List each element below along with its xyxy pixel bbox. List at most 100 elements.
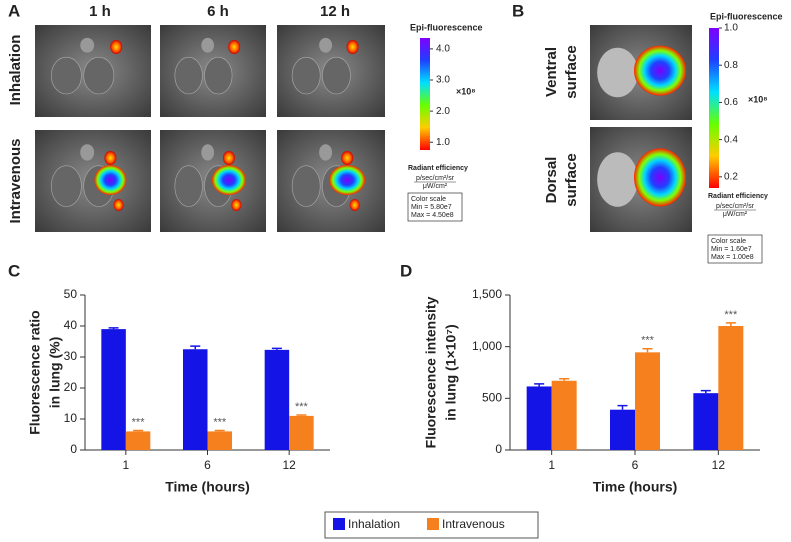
- unit-denominator: μW/cm²: [723, 211, 748, 218]
- color-scale-box: [707, 234, 763, 264]
- organ-silhouette: [201, 144, 215, 161]
- legend-label: Intravenous: [442, 517, 505, 531]
- fluorescence-signal: [94, 165, 127, 195]
- y-tick-label: 50: [64, 287, 78, 301]
- organ-silhouette: [50, 165, 82, 207]
- significance-mark: ***: [724, 309, 738, 321]
- unit-denominator: μW/cm²: [423, 183, 448, 190]
- bar: [693, 393, 719, 450]
- colorbar-tick-label: 0.2: [724, 171, 738, 182]
- color-scale-min: Min = 5.80e7: [411, 204, 452, 211]
- unit-title: Radiant efficiency: [408, 165, 468, 172]
- organ-silhouette: [201, 37, 215, 53]
- color-scale-min: Min = 1.60e7: [711, 246, 752, 253]
- row-label: Inhalation: [7, 35, 24, 106]
- row-label: Intravenous: [7, 138, 24, 223]
- bar: [289, 415, 314, 450]
- colorbar-tick-label: 0.8: [724, 60, 738, 71]
- significance-mark: ***: [132, 416, 146, 428]
- x-tick-label: 6: [204, 458, 211, 472]
- y-tick-label: 10: [64, 411, 78, 425]
- colorbar-tick-label: 2.0: [436, 106, 450, 117]
- organ-silhouette: [80, 144, 95, 161]
- y-tick-label: 500: [482, 391, 502, 405]
- organ-silhouette: [597, 47, 638, 98]
- organ-silhouette: [204, 56, 233, 95]
- row-label: surface: [563, 45, 580, 98]
- error-bar: [296, 414, 307, 416]
- colorbar: [709, 28, 719, 188]
- error-bar: [642, 347, 653, 353]
- error-bar: [559, 377, 570, 381]
- y-tick-label: 0: [495, 442, 502, 456]
- panel-letter: D: [400, 261, 412, 280]
- bar: [264, 349, 290, 450]
- unit-numerator: p/sec/cm²/sr: [716, 203, 755, 210]
- y-axis-title: Fluorescence ratio: [27, 310, 43, 435]
- fluorescence-signal: [329, 165, 366, 195]
- x-tick-label: 12: [712, 458, 726, 472]
- bar: [125, 431, 151, 450]
- y-axis-title: in lung (1×10⁷): [443, 324, 459, 420]
- legend-swatch: [427, 518, 439, 530]
- error-bar: [133, 429, 144, 432]
- bar: [526, 386, 552, 450]
- fluorescence-signal: [228, 40, 241, 54]
- column-header: 1 h: [89, 3, 111, 20]
- x-axis-title: Time (hours): [165, 479, 250, 495]
- y-tick-label: 40: [64, 318, 78, 332]
- organ-silhouette: [319, 144, 333, 161]
- bar: [551, 380, 577, 450]
- row-label: Ventral: [543, 47, 560, 97]
- x-tick-label: 12: [282, 458, 296, 472]
- y-axis-title: Fluorescence intensity: [423, 296, 439, 448]
- column-header: 12 h: [320, 3, 350, 20]
- error-bar: [108, 327, 119, 330]
- fluorescence-signal: [113, 199, 124, 211]
- fluorescence-signal: [222, 151, 235, 165]
- colorbar-tick-label: 1.0: [436, 137, 450, 148]
- colorbar-title: Epi-fluorescence: [710, 11, 783, 21]
- organ-silhouette: [597, 152, 638, 207]
- color-scale-box: [407, 192, 463, 222]
- x-axis-title: Time (hours): [593, 479, 678, 495]
- y-tick-label: 20: [64, 380, 78, 394]
- bar: [610, 409, 635, 450]
- y-tick-label: 0: [70, 442, 77, 456]
- error-bar: [725, 322, 736, 326]
- organ-silhouette: [291, 165, 321, 207]
- fluorescence-signal: [231, 199, 242, 211]
- panel-letter: C: [8, 261, 20, 280]
- organ-silhouette: [174, 165, 203, 207]
- x-tick-label: 6: [632, 458, 639, 472]
- organ-silhouette: [50, 56, 82, 95]
- row-label: surface: [563, 153, 580, 206]
- organ-silhouette: [80, 37, 95, 53]
- legend-label: Inhalation: [348, 517, 400, 531]
- organ-silhouette: [83, 56, 115, 95]
- fluorescence-signal: [634, 148, 686, 207]
- bar: [635, 352, 660, 450]
- colorbar-tick-label: 0.6: [724, 97, 738, 108]
- fluorescence-signal: [341, 151, 354, 165]
- panel-letter: B: [512, 1, 524, 20]
- column-header: 6 h: [207, 3, 229, 20]
- color-scale-max: Max = 4.50e8: [411, 212, 454, 219]
- colorbar-tick-label: 1.0: [724, 23, 738, 34]
- colorbar-multiplier: ×10⁸: [748, 94, 768, 104]
- fluorescence-signal: [349, 199, 360, 211]
- x-tick-label: 1: [548, 458, 555, 472]
- fluorescence-signal: [634, 45, 686, 96]
- error-bar: [271, 347, 282, 350]
- y-tick-label: 1,000: [472, 339, 502, 353]
- panel-letter: A: [8, 1, 20, 20]
- color-scale-max: Max = 1.00e8: [711, 254, 754, 261]
- unit-numerator: p/sec/cm²/sr: [416, 175, 455, 182]
- row-label: Dorsal: [543, 157, 560, 204]
- unit-title: Radiant efficiency: [708, 193, 768, 200]
- fluorescence-signal: [110, 40, 123, 54]
- colorbar: [420, 38, 430, 150]
- error-bar: [214, 429, 225, 432]
- colorbar-tick-label: 3.0: [436, 75, 450, 86]
